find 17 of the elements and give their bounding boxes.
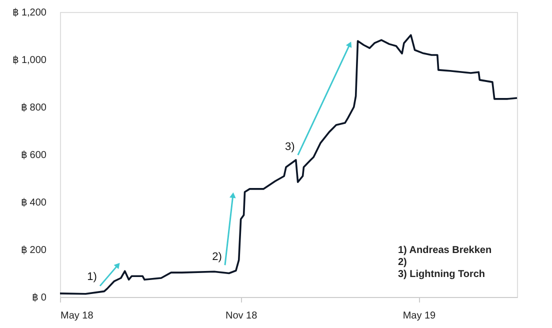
annotation: 3) Lightning Torch: [398, 269, 486, 280]
x-tick-label: Nov 18: [225, 310, 258, 322]
annotation: 3): [285, 141, 295, 154]
y-tick-label: ฿ 1,200: [12, 8, 47, 18]
annotation: 2): [398, 257, 407, 268]
y-tick-label: ฿ 200: [21, 245, 47, 256]
y-tick-label: ฿ 600: [21, 150, 47, 161]
x-tick-label: May 18: [60, 310, 94, 322]
y-tick-label: ฿ 400: [21, 198, 47, 208]
y-tick-label: ฿ 800: [21, 102, 47, 114]
y-tick-label: ฿ 0: [32, 292, 47, 304]
annotation: 1) Andreas Brekken: [398, 245, 492, 256]
line-series: [59, 34, 518, 295]
y-tick-label: ฿ 1,000: [12, 55, 47, 66]
annotation: 2): [212, 251, 222, 264]
x-tick-label: May 19: [402, 310, 436, 322]
annotation: 1): [87, 270, 97, 283]
